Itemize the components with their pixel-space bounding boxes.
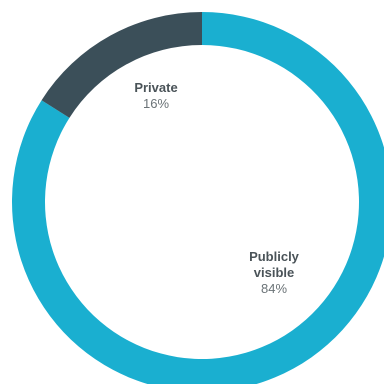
slice-label-publicly-visible: Publicly visible 84% xyxy=(236,249,312,297)
slice-value-private: 16% xyxy=(142,96,170,111)
slice-value-publicly-visible: 84% xyxy=(260,281,288,296)
slice-name-publicly-visible-line1: Publicly xyxy=(249,249,299,264)
slice-name-private: Private xyxy=(134,80,178,95)
slice-label-private: Private 16% xyxy=(120,80,192,112)
donut-slices xyxy=(12,12,384,384)
slice-name-publicly-visible-line2: visible xyxy=(253,265,295,280)
slice-private xyxy=(41,12,202,118)
